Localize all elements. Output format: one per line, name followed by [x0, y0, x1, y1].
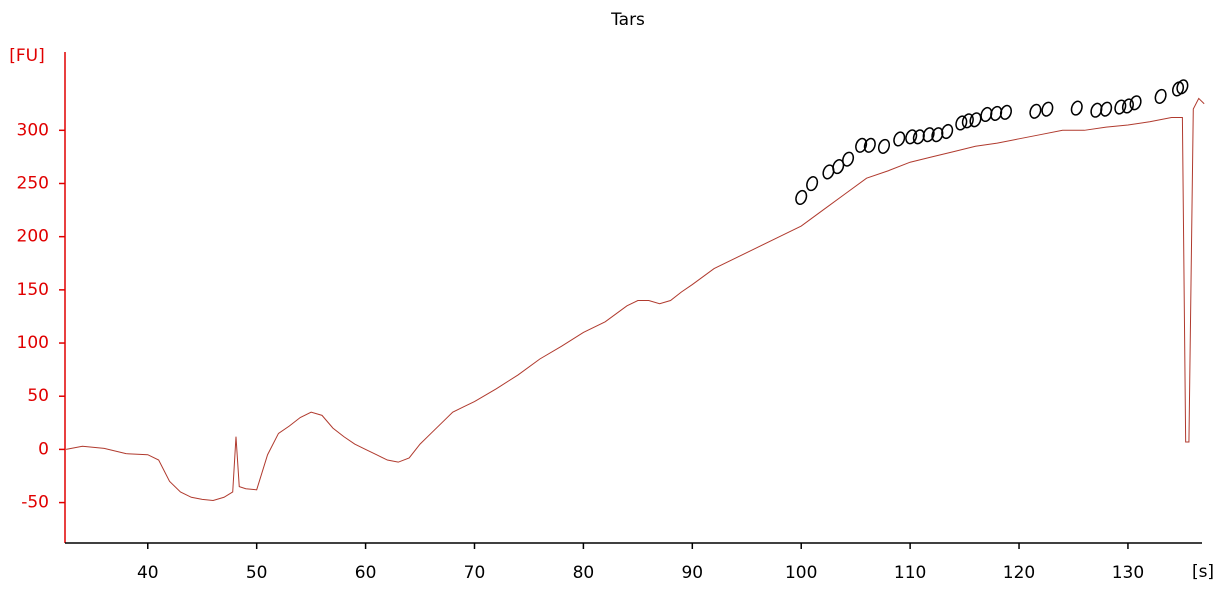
- y-tick-label: 50: [27, 386, 49, 406]
- y-tick-label: 150: [17, 280, 49, 300]
- peak-marker: [1154, 88, 1167, 104]
- data-line: [65, 97, 1205, 501]
- peak-marker: [842, 151, 855, 167]
- x-tick-label: 100: [785, 563, 817, 583]
- peak-marker: [1114, 99, 1127, 115]
- x-tick-label: 40: [137, 563, 159, 583]
- y-tick-label: -50: [21, 493, 49, 513]
- x-tick-label: 50: [246, 563, 268, 583]
- peak-marker: [905, 129, 918, 145]
- peak-marker: [806, 176, 819, 192]
- peak-marker: [955, 115, 968, 131]
- x-tick-label: 120: [1003, 563, 1035, 583]
- y-tick-label: 100: [17, 333, 49, 353]
- peak-marker: [1029, 103, 1042, 119]
- x-tick-label: 110: [894, 563, 926, 583]
- peak-marker: [1172, 81, 1185, 97]
- y-tick-label: 250: [17, 173, 49, 193]
- y-tick-label: 200: [17, 227, 49, 247]
- peak-marker: [1070, 100, 1083, 116]
- y-axis-label: [FU]: [9, 46, 45, 66]
- x-tick-label: 90: [681, 563, 703, 583]
- x-tick-label: 130: [1112, 563, 1144, 583]
- peak-marker: [863, 137, 876, 153]
- peak-marker: [855, 137, 868, 153]
- peak-marker: [795, 189, 808, 205]
- peak-marker: [832, 159, 845, 175]
- peak-marker: [969, 112, 982, 128]
- peak-marker: [922, 127, 935, 143]
- peak-marker: [941, 123, 954, 140]
- peak-marker: [1176, 79, 1189, 95]
- x-tick-label: 80: [573, 563, 595, 583]
- peak-marker: [893, 131, 906, 147]
- peak-marker: [1041, 101, 1054, 117]
- x-tick-label: 60: [355, 563, 377, 583]
- peak-marker: [822, 164, 835, 180]
- y-tick-label: 0: [38, 439, 49, 459]
- peak-marker: [1129, 95, 1142, 111]
- x-axis-label: [s]: [1192, 562, 1214, 582]
- x-tick-label: 70: [464, 563, 486, 583]
- chart-title: Tars: [610, 10, 645, 30]
- peak-marker: [1100, 101, 1113, 117]
- peak-marker: [961, 113, 974, 129]
- peak-marker: [877, 138, 891, 154]
- y-tick-label: 300: [17, 120, 49, 140]
- peak-marker: [999, 104, 1012, 120]
- peak-marker: [1121, 98, 1134, 114]
